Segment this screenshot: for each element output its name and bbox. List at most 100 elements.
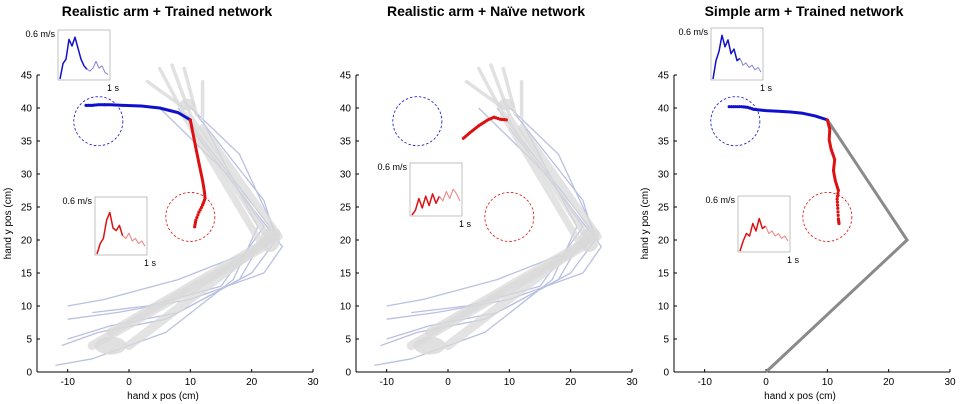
- subplot-2: Realistic arm + Naïve network 0 5 10 15 20 25 3…: [340, 3, 638, 388]
- speed-trace-tail: [739, 58, 762, 73]
- trajectory-point: [835, 194, 840, 198]
- inset-frame: [57, 29, 111, 81]
- target-circle: [802, 191, 853, 242]
- trajectory-point: [199, 205, 203, 210]
- y-tick-label: 5: [663, 335, 669, 346]
- subplot-title: Realistic arm + Naïve network: [387, 3, 585, 19]
- speed-inset: 0.6 m/s 1 s: [25, 29, 119, 93]
- x-tick-label: 10: [822, 377, 834, 388]
- target-circle: [484, 191, 535, 242]
- x-tick-label: 0: [763, 377, 769, 388]
- subplot-title: Simple arm + Trained network: [705, 3, 904, 19]
- finger-bone: [145, 79, 186, 110]
- target-circle: [392, 96, 443, 147]
- target-circle: [165, 191, 216, 242]
- muscle-line: [67, 114, 277, 340]
- speed-trace: [712, 34, 741, 80]
- x-tick-label: 0: [126, 377, 132, 388]
- x-tick-label: 10: [185, 377, 197, 388]
- speed-inset: 0.6 m/s 1 s: [62, 196, 156, 268]
- forearm-bone: [499, 111, 584, 247]
- muscle-line: [380, 107, 590, 347]
- arm-illustration: [55, 63, 283, 367]
- forearm-bone: [505, 114, 593, 244]
- trajectory-point: [84, 103, 88, 107]
- y-tick-label: 0: [345, 368, 351, 379]
- y-tick-label: 10: [658, 302, 670, 313]
- speed-trace-tail: [765, 225, 789, 242]
- trajectory-point: [835, 197, 839, 201]
- trajectory-point: [201, 203, 205, 207]
- muscle-line: [386, 114, 596, 340]
- trajectory-point: [193, 225, 197, 229]
- arm-illustration: [374, 63, 602, 367]
- y-tick-label: 30: [21, 170, 33, 181]
- subplot-3: Simple arm + Trained network 0 5 10 15 20 25 30…: [640, 3, 956, 402]
- trajectory-line: [461, 115, 496, 140]
- speed-trace-tail: [438, 188, 461, 202]
- trajectory-point: [836, 188, 840, 193]
- elbow-joint: [579, 228, 600, 252]
- inset-speed-label: 0.6 m/s: [678, 27, 708, 37]
- subplot-1: Realistic arm + Trained network 0 5 10 15 20 2…: [3, 3, 319, 402]
- x-tick-label: 30: [626, 377, 638, 388]
- shoulder-joint: [413, 336, 446, 355]
- trajectory-point: [197, 210, 201, 214]
- y-tick-label: 0: [663, 368, 669, 379]
- trajectory-point: [835, 200, 839, 204]
- x-axis-label: hand x pos (cm): [764, 391, 836, 402]
- upper-arm-bone: [87, 242, 269, 351]
- target-circle: [710, 96, 761, 147]
- inset-speed-label: 0.6 m/s: [377, 162, 407, 172]
- trajectory-point: [836, 206, 840, 210]
- inset-time-label: 1 s: [459, 219, 472, 229]
- trajectory-point: [836, 210, 840, 214]
- finger-bone: [464, 79, 505, 110]
- x-tick-label: 20: [565, 377, 577, 388]
- trajectory-point: [196, 213, 200, 217]
- inset-time-label: 1 s: [760, 83, 773, 93]
- y-tick-label: 45: [21, 71, 33, 82]
- y-tick-label: 45: [340, 71, 352, 82]
- x-tick-label: -10: [60, 377, 75, 388]
- inset-speed-label: 0.6 m/s: [705, 195, 735, 205]
- trajectory-point: [727, 105, 731, 109]
- speed-trace: [739, 217, 767, 252]
- forearm-bone: [199, 124, 283, 241]
- hand-palm: [179, 98, 196, 111]
- x-tick-label: 0: [445, 377, 451, 388]
- y-tick-label: 30: [658, 170, 670, 181]
- y-tick-label: 25: [340, 203, 352, 214]
- y-tick-label: 0: [26, 368, 32, 379]
- speed-trace-tail: [122, 232, 146, 247]
- trajectory-point: [836, 191, 840, 195]
- trajectory-line: [825, 118, 840, 192]
- target-circle: [73, 96, 124, 147]
- muscle-line: [61, 107, 271, 347]
- x-tick-label: -10: [697, 377, 712, 388]
- y-tick-label: 25: [21, 203, 33, 214]
- y-tick-label: 20: [340, 236, 352, 247]
- inset-frame: [94, 196, 148, 256]
- x-tick-label: 10: [504, 377, 516, 388]
- trajectory-point: [835, 203, 840, 207]
- inset-time-label: 1 s: [107, 83, 120, 93]
- trajectory-line: [188, 118, 207, 207]
- x-tick-label: 20: [246, 377, 258, 388]
- inset-time-label: 1 s: [144, 258, 157, 268]
- y-tick-label: 15: [21, 269, 33, 280]
- trajectory-point: [198, 208, 202, 212]
- x-tick-label: -10: [379, 377, 394, 388]
- y-tick-label: 15: [340, 269, 352, 280]
- y-tick-label: 40: [21, 104, 33, 115]
- shoulder-joint: [94, 336, 127, 355]
- y-tick-label: 35: [340, 137, 352, 148]
- speed-trace: [411, 193, 441, 216]
- y-tick-label: 40: [340, 104, 352, 115]
- y-tick-label: 5: [345, 335, 351, 346]
- speed-trace-tail: [86, 60, 109, 76]
- hand-palm: [498, 98, 515, 111]
- upper-arm-bone: [406, 242, 588, 351]
- trajectory-point: [837, 221, 841, 226]
